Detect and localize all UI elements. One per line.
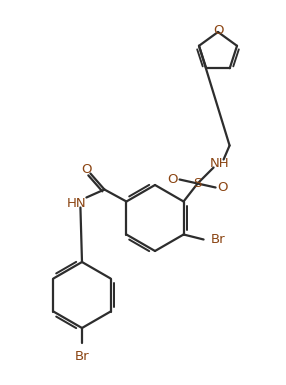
Text: S: S (193, 177, 202, 190)
Text: Br: Br (210, 233, 225, 246)
Text: O: O (81, 163, 92, 176)
Text: O: O (213, 23, 223, 37)
Text: Br: Br (75, 350, 89, 363)
Text: O: O (217, 181, 228, 194)
Text: O: O (167, 173, 178, 186)
Text: NH: NH (210, 157, 229, 170)
Text: HN: HN (67, 197, 86, 210)
